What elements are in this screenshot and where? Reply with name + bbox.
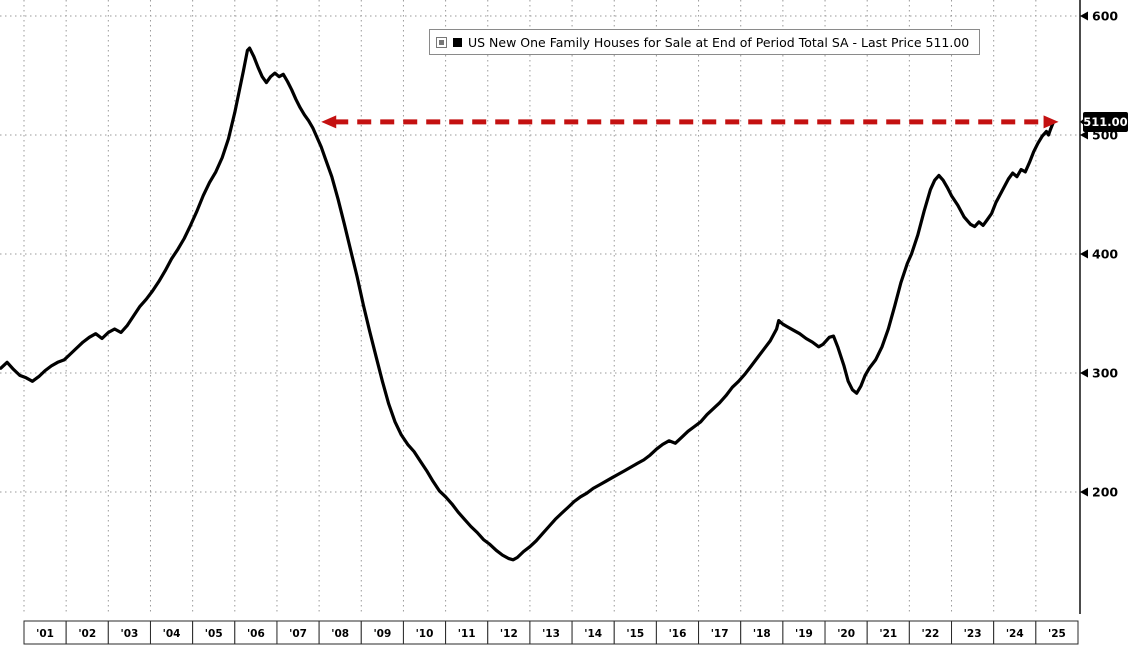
series-swatch-icon <box>453 37 462 47</box>
year-label: '11 <box>458 628 476 640</box>
year-label: '02 <box>78 628 96 640</box>
gridlines <box>0 0 1080 614</box>
arrowhead-left-icon <box>321 115 337 129</box>
year-label: '16 <box>669 628 687 640</box>
year-label: '06 <box>247 628 265 640</box>
y-tick-label: 200 <box>1092 485 1118 500</box>
year-label: '01 <box>36 628 54 640</box>
year-label: '07 <box>289 628 307 640</box>
year-label: '14 <box>584 628 602 640</box>
year-label: '15 <box>626 628 644 640</box>
x-axis-year-boxes: '01 '02 '03 '04 '05 '06 '07 '08 '09 '10 '11 '12 '13 '… <box>23 620 1079 645</box>
year-label: '21 <box>879 628 897 640</box>
y-tick-label: 600 <box>1092 9 1118 24</box>
price-series-path <box>0 46 1056 562</box>
year-label: '13 <box>542 628 560 640</box>
year-label: '04 <box>163 628 181 640</box>
year-label: '18 <box>753 628 771 640</box>
year-label: '24 <box>1006 628 1024 640</box>
year-label: '03 <box>120 628 138 640</box>
year-label: '23 <box>964 628 982 640</box>
y-tick-arrow-icon <box>1080 249 1088 259</box>
year-label: '05 <box>205 628 223 640</box>
year-label: '17 <box>711 628 729 640</box>
y-tick-arrow-icon <box>1080 11 1088 21</box>
y-tick-arrow-icon <box>1080 130 1088 140</box>
y-tick-arrow-icon <box>1080 487 1088 497</box>
last-price-badge: 511.00 <box>1083 111 1128 132</box>
year-label: '10 <box>416 628 434 640</box>
year-label: '12 <box>500 628 518 640</box>
legend-expand-icon[interactable] <box>436 36 447 48</box>
trend-arrow-annotation <box>321 115 1059 129</box>
year-box <box>1035 620 1079 645</box>
y-tick-label: 400 <box>1092 247 1118 262</box>
year-label: '22 <box>922 628 940 640</box>
year-label: '09 <box>373 628 391 640</box>
arrowhead-right-icon <box>1043 115 1059 129</box>
price-line <box>0 46 1056 562</box>
legend[interactable]: US New One Family Houses for Sale at End… <box>429 29 981 55</box>
year-label: '25 <box>1048 628 1066 640</box>
year-label: '20 <box>837 628 855 640</box>
legend-label: US New One Family Houses for Sale at End… <box>468 34 970 50</box>
y-tick-arrow-icon <box>1080 368 1088 378</box>
y-tick-label: 300 <box>1092 366 1118 381</box>
year-label: '08 <box>331 628 349 640</box>
year-label: '19 <box>795 628 813 640</box>
